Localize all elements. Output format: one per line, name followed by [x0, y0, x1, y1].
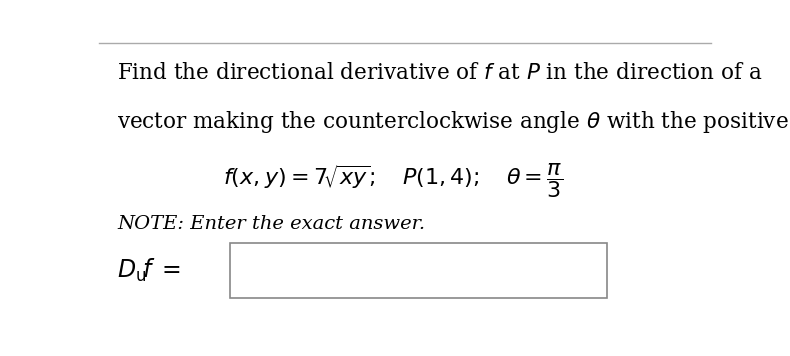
FancyBboxPatch shape: [231, 243, 607, 298]
Text: $D_{\mathrm{u}}\!f\; =$: $D_{\mathrm{u}}\!f\; =$: [117, 257, 181, 284]
Text: NOTE: Enter the exact answer.: NOTE: Enter the exact answer.: [117, 215, 425, 234]
Text: Find the directional derivative of $f$ at $P$ in the direction of a: Find the directional derivative of $f$ a…: [117, 62, 762, 84]
Text: $f(x, y) = 7\!\sqrt{xy};\quad P(1,4);\quad \theta = \dfrac{\pi}{3}$: $f(x, y) = 7\!\sqrt{xy};\quad P(1,4);\qu…: [223, 161, 562, 199]
Text: vector making the counterclockwise angle $\theta$ with the positive $x$-axis.: vector making the counterclockwise angle…: [117, 109, 790, 135]
